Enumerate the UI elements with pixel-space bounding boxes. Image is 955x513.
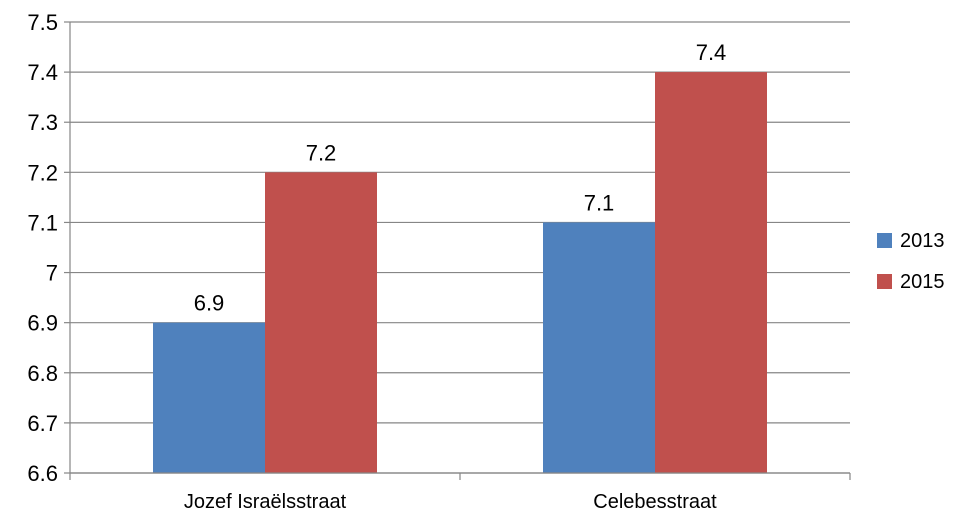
y-tick-label: 7.4 (27, 60, 58, 85)
legend-label-2015: 2015 (900, 271, 945, 293)
y-tick-label: 7.1 (27, 210, 58, 235)
bar-2015-1 (265, 172, 377, 474)
x-category-label: Celebesstraat (593, 491, 717, 513)
legend-swatch-2015 (877, 274, 892, 289)
data-label: 7.1 (584, 190, 615, 215)
legend-label-2013: 2013 (900, 230, 945, 252)
bar-2013-2 (543, 222, 655, 473)
x-category-label: Jozef Israëlsstraat (184, 491, 347, 513)
bar-2013-1 (153, 322, 265, 473)
y-tick-label: 6.9 (27, 311, 58, 336)
y-tick-label: 7.3 (27, 110, 58, 135)
y-tick-label: 7.5 (27, 10, 58, 35)
legend-swatch-2013 (877, 233, 892, 248)
data-label: 7.4 (696, 40, 727, 65)
bar-2015-2 (655, 72, 767, 473)
data-label: 7.2 (306, 140, 337, 165)
y-tick-label: 6.6 (27, 461, 58, 486)
y-tick-label: 6.7 (27, 411, 58, 436)
y-tick-label: 7 (46, 261, 58, 286)
y-tick-label: 6.8 (27, 361, 58, 386)
data-label: 6.9 (194, 291, 225, 316)
y-tick-label: 7.2 (27, 160, 58, 185)
